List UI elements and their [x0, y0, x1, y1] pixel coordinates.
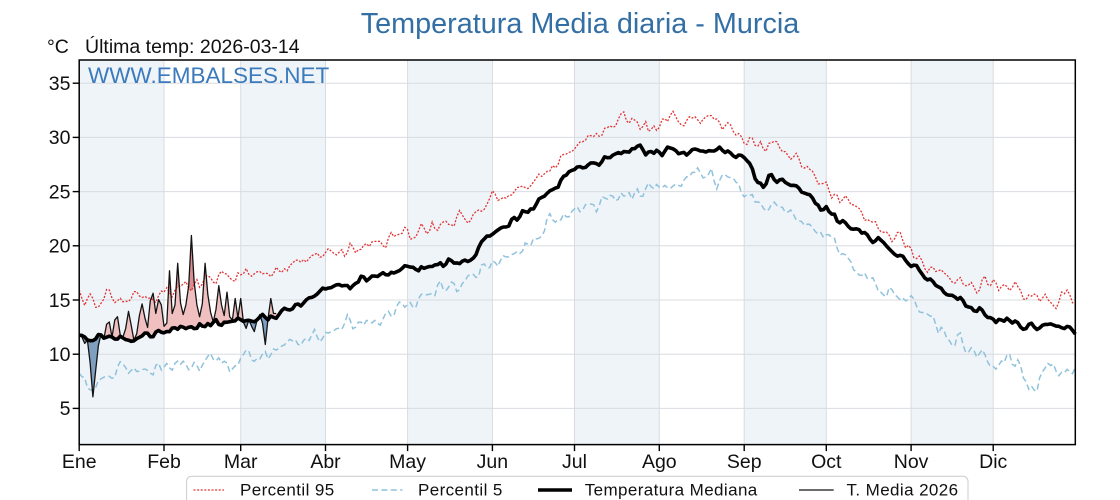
svg-text:5: 5: [60, 398, 71, 420]
svg-text:Jul: Jul: [562, 451, 587, 473]
svg-text:Nov: Nov: [894, 451, 929, 473]
svg-text:Jun: Jun: [477, 451, 508, 473]
svg-text:Mar: Mar: [224, 451, 258, 473]
svg-text:°C: °C: [47, 36, 69, 58]
svg-text:WWW.EMBALSES.NET: WWW.EMBALSES.NET: [88, 63, 330, 88]
svg-text:Percentil 5: Percentil 5: [418, 481, 503, 500]
svg-text:Feb: Feb: [147, 451, 181, 473]
svg-text:Ene: Ene: [62, 451, 97, 473]
svg-text:35: 35: [49, 73, 71, 95]
svg-text:20: 20: [49, 236, 71, 258]
svg-text:Ago: Ago: [642, 451, 677, 473]
svg-text:Abr: Abr: [310, 451, 341, 473]
svg-text:T. Media 2026: T. Media 2026: [847, 481, 959, 500]
svg-text:10: 10: [49, 344, 71, 366]
svg-text:May: May: [389, 451, 426, 473]
svg-text:Percentil 95: Percentil 95: [240, 481, 335, 500]
svg-text:Temperatura Mediana: Temperatura Mediana: [585, 481, 758, 500]
svg-text:15: 15: [49, 290, 71, 312]
svg-text:30: 30: [49, 127, 71, 149]
svg-text:25: 25: [49, 181, 71, 203]
svg-text:Oct: Oct: [811, 451, 842, 473]
svg-text:Temperatura Media diaria - Mur: Temperatura Media diaria - Murcia: [361, 8, 801, 40]
svg-text:Dic: Dic: [979, 451, 1007, 473]
svg-text:Última temp: 2026-03-14: Última temp: 2026-03-14: [85, 35, 300, 58]
svg-text:Sep: Sep: [727, 451, 762, 473]
